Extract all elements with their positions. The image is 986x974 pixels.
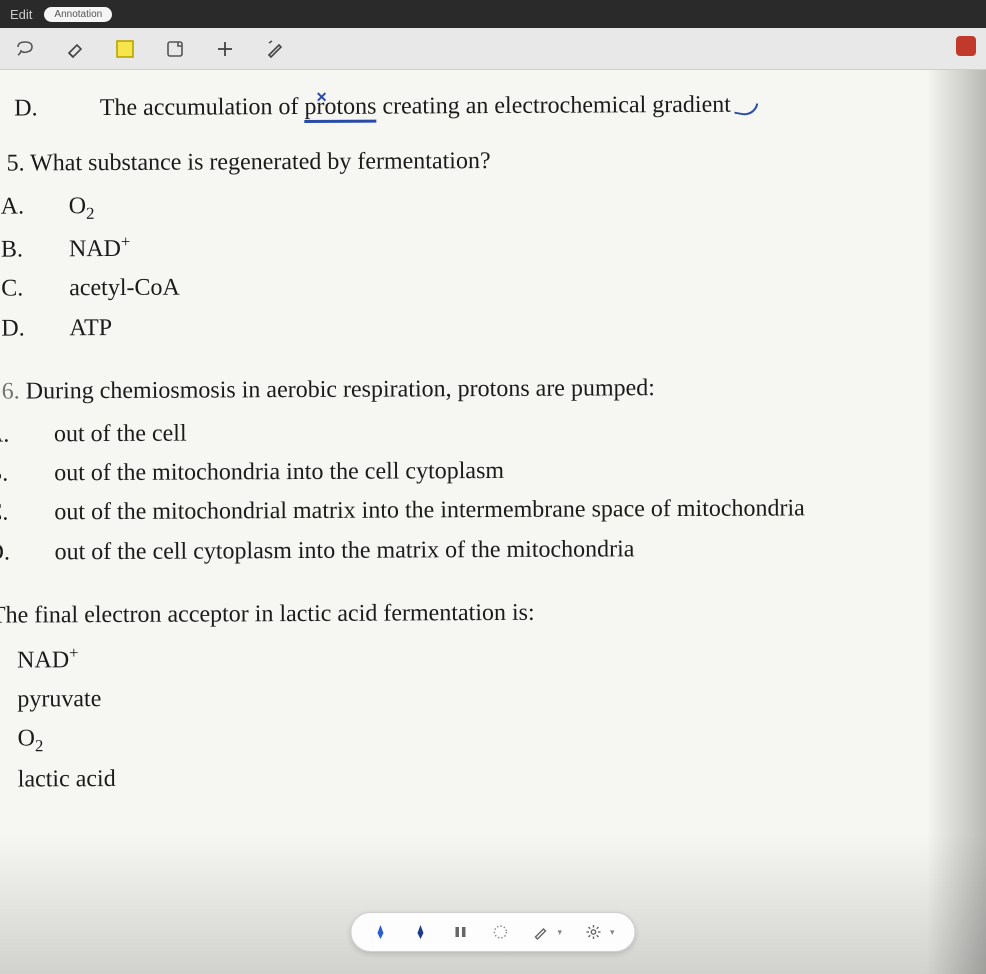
answer-option[interactable]: D.out of the cell cytoplasm into the mat… (2, 529, 978, 571)
plus-icon[interactable] (214, 38, 236, 60)
answer-option[interactable]: A.NAD+ (0, 635, 979, 679)
question-text: During chemiosmosis in aerobic respirati… (26, 375, 655, 404)
option-text: NAD+ (69, 236, 131, 262)
annotation-toolbar (0, 28, 986, 70)
option-letter: D. (0, 762, 18, 799)
question-stem: 5. What substance is regenerated by ferm… (6, 141, 976, 183)
option-letter: C. (0, 721, 18, 758)
answer-option[interactable]: B.NAD+ (7, 225, 977, 269)
pause-icon[interactable] (451, 923, 469, 941)
app-topbar: Edit Annotation (0, 0, 986, 28)
option-letter: B. (20, 455, 54, 492)
note-icon[interactable] (164, 38, 186, 60)
question-number: 5. (6, 151, 24, 177)
option-letter: A. (0, 642, 17, 679)
option-letter: C. (35, 271, 69, 308)
chevron-down-icon[interactable]: ▾ (610, 927, 615, 938)
option-letter: D. (48, 90, 94, 127)
option-letter: B. (0, 682, 17, 719)
settings-icon[interactable] (584, 923, 602, 941)
option-text: lactic acid (18, 766, 116, 793)
annotation-pill[interactable]: Annotation (44, 7, 112, 22)
edit-button[interactable]: Edit (10, 7, 32, 22)
option-letter: C. (20, 495, 54, 532)
eraser-icon[interactable] (64, 38, 86, 60)
answer-option[interactable]: B.pyruvate (0, 677, 979, 719)
option-letter: D. (20, 534, 54, 571)
chevron-down-icon[interactable]: ▾ (557, 927, 562, 938)
answer-option[interactable]: C.acetyl-CoA (7, 266, 977, 308)
answer-option[interactable]: A.out of the cell (2, 411, 978, 453)
option-text: pyruvate (17, 686, 101, 712)
answer-option[interactable]: D.lactic acid (0, 757, 980, 799)
prev-option-d: D. The accumulation of protons× creating… (36, 85, 976, 127)
question-5: 5. What substance is regenerated by ferm… (6, 141, 977, 348)
question-stem: The final electron acceptor in lactic ac… (0, 592, 979, 634)
option-letter: A. (20, 416, 54, 453)
underlined-word: protons× (304, 94, 376, 123)
option-text: out of the cell (54, 421, 187, 448)
square-icon[interactable] (114, 38, 136, 60)
question-7: The final electron acceptor in lactic ac… (0, 592, 980, 799)
pencil-icon[interactable] (531, 923, 549, 941)
pen-blue-icon[interactable] (371, 923, 389, 941)
document-page: D. The accumulation of protons× creating… (0, 70, 986, 974)
option-text: NAD+ (17, 647, 79, 673)
option-text: O2 (17, 726, 43, 752)
question-text: What substance is regenerated by ferment… (30, 148, 491, 176)
question-6: 6. During chemiosmosis in aerobic respir… (2, 368, 979, 571)
option-text: out of the mitochondria into the cell cy… (54, 458, 504, 486)
answer-option[interactable]: B.out of the mitochondria into the cell … (2, 451, 978, 493)
curve-annotation-icon (734, 100, 758, 118)
pen-navy-icon[interactable] (411, 923, 429, 941)
option-text-after: creating an electrochemical gradient (376, 92, 731, 120)
option-text: ATP (69, 315, 112, 341)
lasso-icon[interactable] (14, 38, 36, 60)
answer-option[interactable]: C.O2 (0, 716, 980, 760)
question-text: The final electron acceptor in lactic ac… (0, 599, 535, 628)
right-badge-icon[interactable] (956, 36, 976, 56)
option-text: out of the cell cytoplasm into the matri… (55, 536, 635, 565)
option-text: O2 (69, 193, 95, 219)
answer-option[interactable]: C.out of the mitochondrial matrix into t… (2, 490, 978, 532)
option-text: out of the mitochondrial matrix into the… (54, 496, 805, 526)
dotted-circle-icon[interactable] (491, 923, 509, 941)
answer-option[interactable]: A.O2 (7, 184, 977, 228)
bottom-tool-palette: ▾ ▾ (350, 912, 635, 952)
question-stem: 6. During chemiosmosis in aerobic respir… (2, 368, 978, 410)
option-letter: A. (35, 189, 69, 226)
option-text: acetyl-CoA (69, 275, 180, 302)
option-letter: D. (35, 310, 69, 347)
question-number: 6. (2, 378, 20, 404)
option-letter: B. (35, 231, 69, 268)
answer-option[interactable]: D.ATP (7, 305, 977, 347)
pen-icon[interactable] (264, 38, 286, 60)
option-text-before: The accumulation of (100, 94, 305, 121)
